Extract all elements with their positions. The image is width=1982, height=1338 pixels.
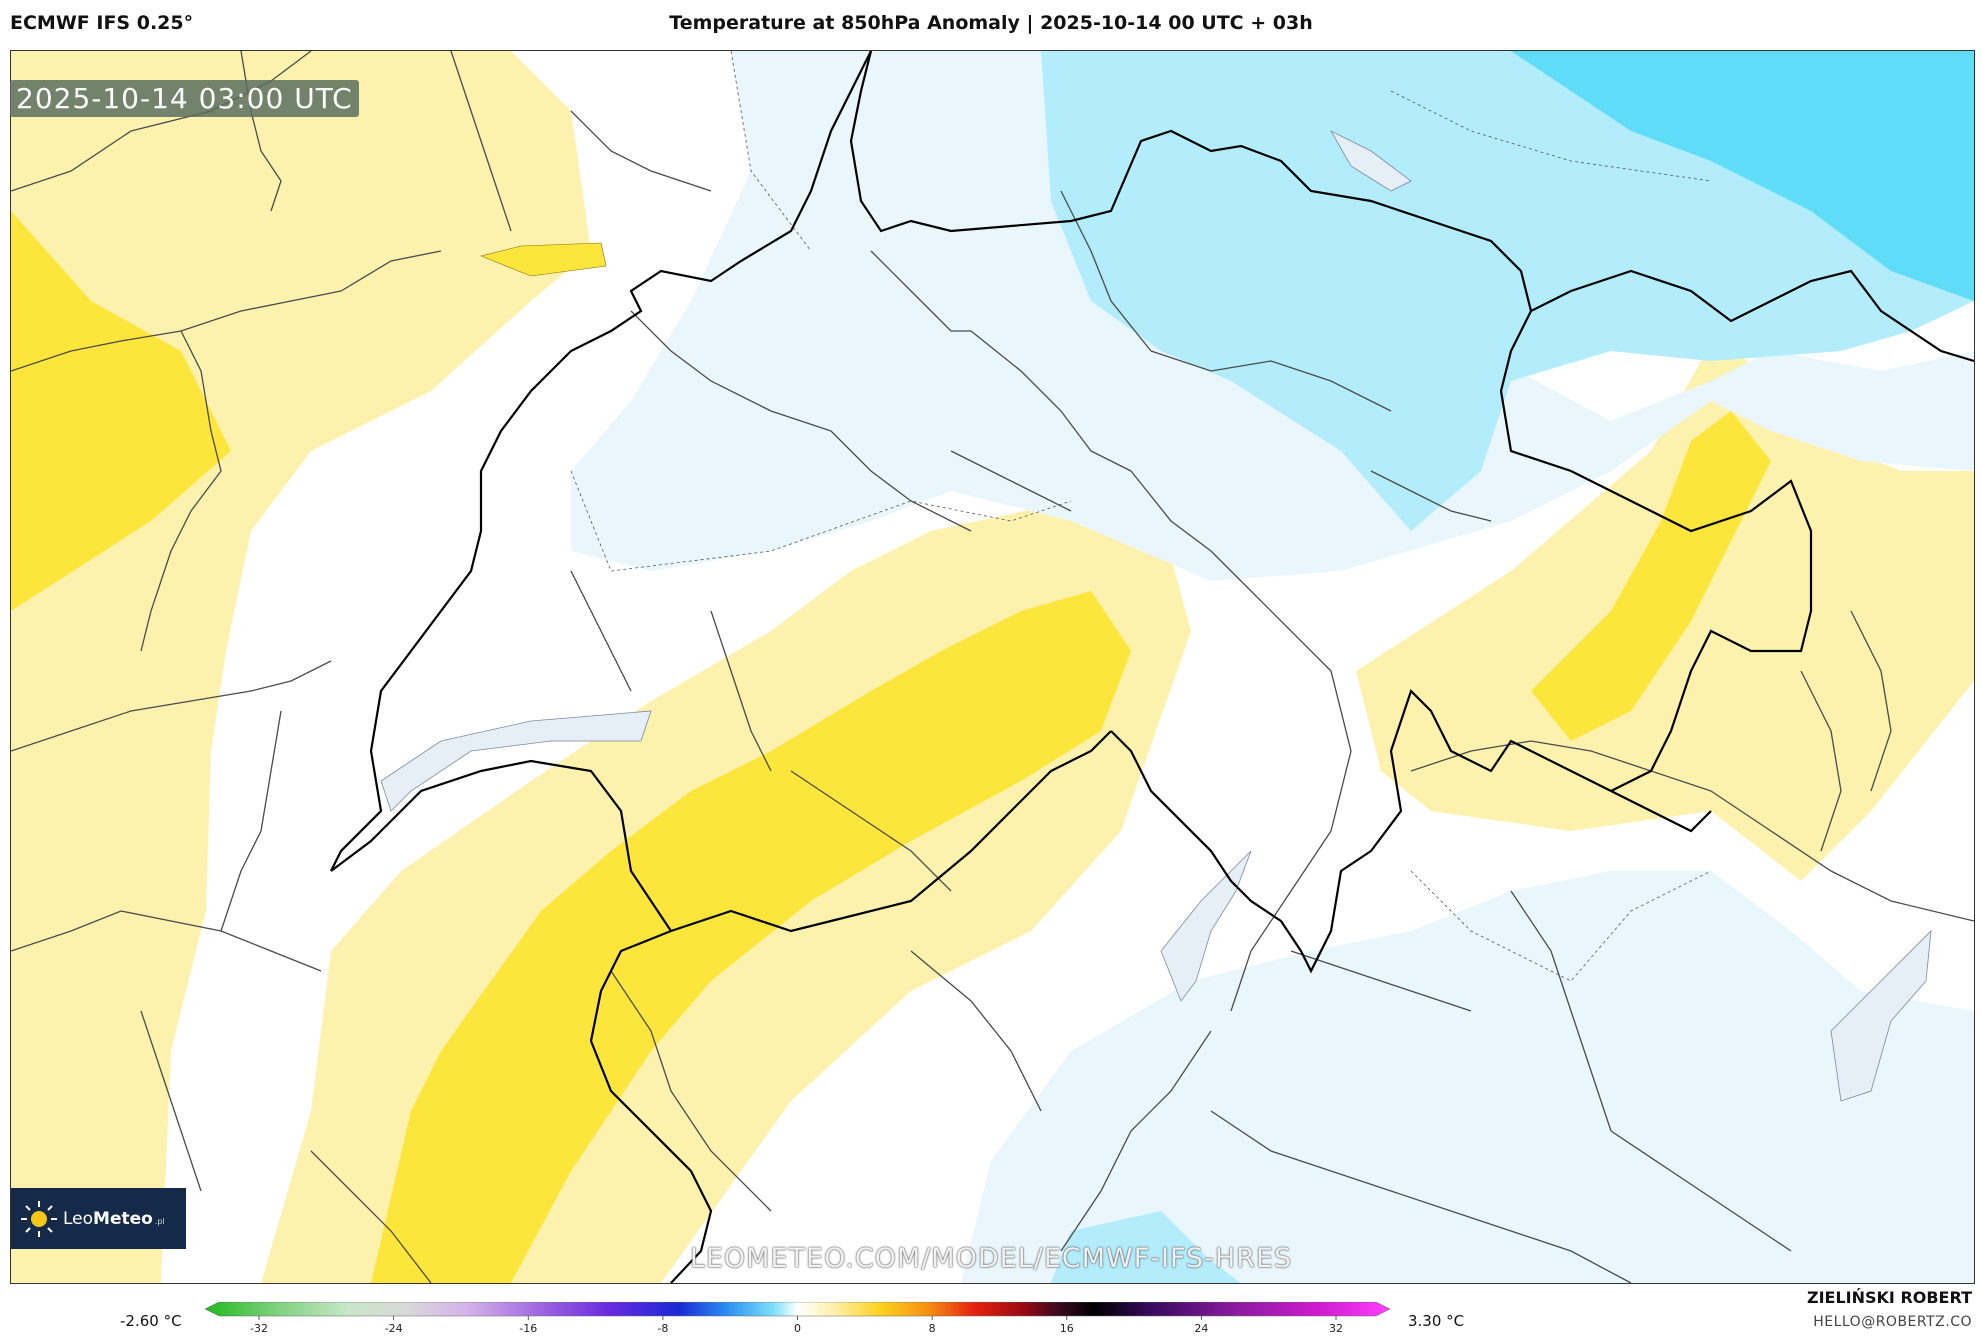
colorbar: -32 -24 -16 -8 0 8 16 24 32 — [205, 1302, 1390, 1335]
colorbar-tick-label: 8 — [929, 1322, 936, 1335]
lake-constance — [1329, 130, 1412, 192]
weather-map[interactable] — [10, 50, 1975, 1284]
lake-geneva — [380, 710, 652, 812]
author-email: HELLO@ROBERTZ.CO — [1813, 1314, 1972, 1330]
negative-anomaly-verylight-south — [961, 871, 1974, 1283]
colorbar-max-label: 3.30 °C — [1408, 1312, 1465, 1330]
map-canvas — [11, 51, 1974, 1283]
negative-anomaly-light-south — [1051, 1211, 1241, 1283]
logo-name-light: Leo — [63, 1208, 94, 1229]
leometeo-logo[interactable]: LeoMeteo .pl — [11, 1188, 186, 1249]
sun-icon — [21, 1200, 57, 1237]
colorbar-ticks: -32 -24 -16 -8 0 8 16 24 32 — [250, 1316, 1343, 1335]
national-borders — [330, 51, 1974, 1283]
colorbar-tick-label: 16 — [1060, 1322, 1074, 1335]
positive-anomaly-strong-central — [371, 591, 1131, 1283]
dashed-contour-3 — [1410, 870, 1712, 982]
dashed-contour-4 — [1390, 90, 1712, 182]
colorbar-tick-label: 0 — [794, 1322, 801, 1335]
lake-garda — [1830, 929, 1932, 1102]
model-label: ECMWF IFS 0.25° — [10, 12, 194, 34]
colorbar-tick-label: 24 — [1194, 1322, 1208, 1335]
colorbar-tick-label: -32 — [250, 1322, 268, 1335]
lake-maggiore — [1160, 850, 1252, 1002]
colorbar-tick-label: -8 — [657, 1322, 668, 1335]
logo-text: LeoMeteo — [63, 1209, 153, 1229]
colorbar-gradient — [205, 1302, 1390, 1317]
colorbar-tick-label: -16 — [519, 1322, 537, 1335]
positive-anomaly-strong-east — [1531, 411, 1771, 741]
dashed-contour-1 — [570, 470, 1072, 572]
admin-boundaries — [11, 51, 1974, 1283]
negative-anomaly-medium-northeast — [1511, 51, 1974, 301]
logo-name-bold: Meteo — [93, 1208, 153, 1229]
colorbar-tick-label: 32 — [1329, 1322, 1343, 1335]
colorbar-min-label: -2.60 °C — [120, 1312, 182, 1330]
logo-suffix: .pl — [154, 1217, 165, 1226]
chart-title: Temperature at 850hPa Anomaly | 2025-10-… — [669, 12, 1313, 34]
colorbar-tick-label: -24 — [385, 1322, 403, 1335]
author-name: ZIELIŃSKI ROBERT — [1806, 1288, 1972, 1307]
positive-anomaly-strong-west — [11, 211, 231, 611]
positive-anomaly-strong-spot-1 — [480, 242, 607, 277]
dashed-contour-2 — [730, 51, 812, 252]
timestamp-badge: 2025-10-14 03:00 UTC — [10, 80, 359, 117]
watermark-url: LEOMETEO.COM/MODEL/ECMWF-IFS-HRES — [689, 1243, 1293, 1274]
